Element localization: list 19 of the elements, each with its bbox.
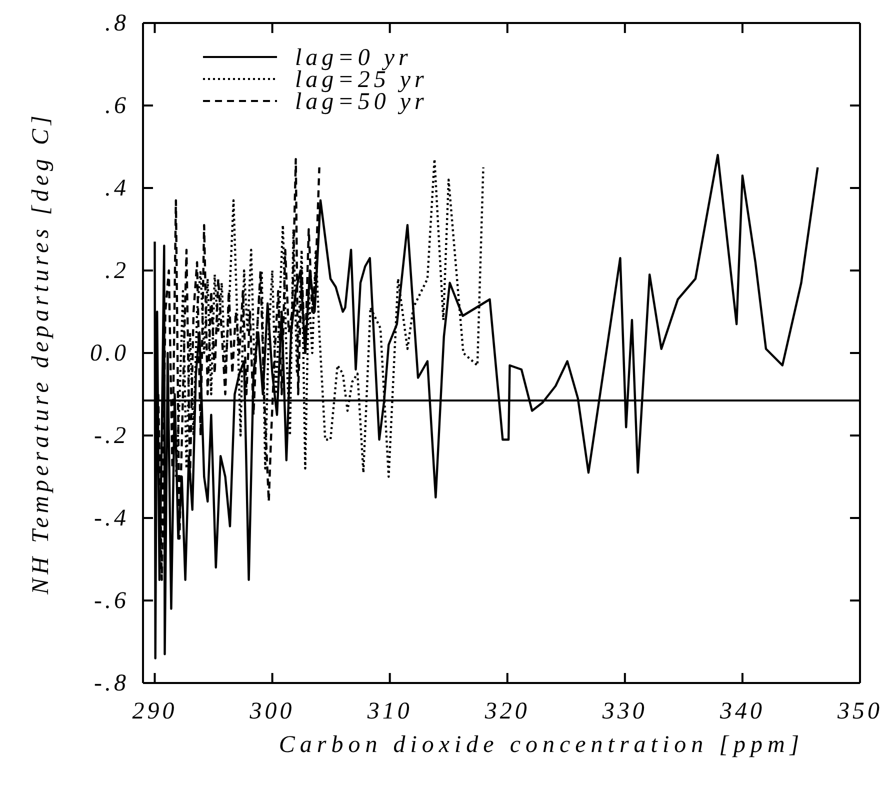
y-tick-label: -.2: [94, 423, 129, 450]
x-tick-label: 310: [366, 698, 412, 725]
y-axis-title: NH Temperature departures [deg C]: [28, 112, 54, 596]
x-tick-label: 330: [601, 698, 648, 725]
y-tick-label: .6: [105, 93, 129, 120]
x-tick-label: 290: [132, 698, 178, 725]
x-tick-label: 300: [248, 698, 295, 725]
legend-label: lag=0 yr: [295, 45, 412, 71]
x-tick-label: 350: [836, 698, 882, 725]
y-tick-label: .2: [105, 258, 129, 284]
y-tick-label: -.6: [94, 588, 129, 614]
x-axis-title: Carbon dioxide concentration [ppm]: [278, 732, 804, 758]
x-tick-label: 340: [718, 698, 765, 725]
y-tick-label: .8: [105, 10, 129, 37]
y-tick-label: .4: [105, 176, 129, 202]
y-tick-label: -.8: [94, 670, 129, 697]
y-tick-label: 0.0: [90, 340, 129, 367]
y-tick-label: -.4: [94, 506, 129, 532]
x-tick-label: 320: [484, 698, 530, 725]
